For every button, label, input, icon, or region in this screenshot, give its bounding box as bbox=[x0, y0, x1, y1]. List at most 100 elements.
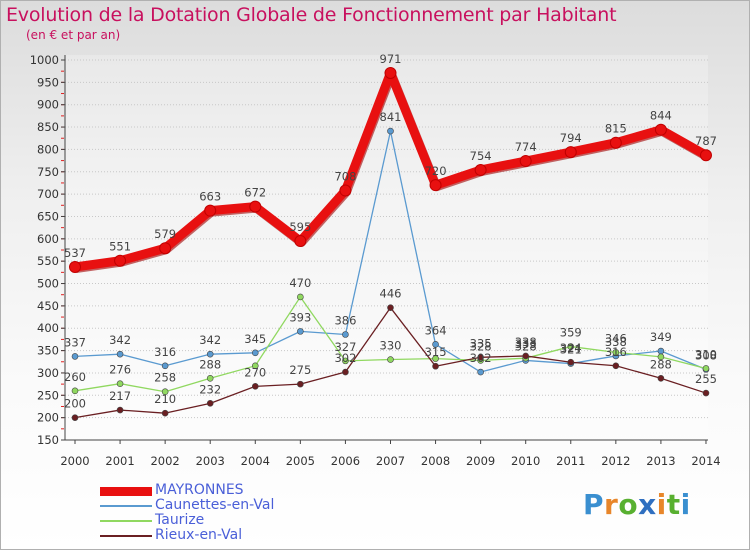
data-point-rieux-en-val bbox=[477, 353, 484, 361]
data-point-rieux-en-val bbox=[612, 362, 620, 370]
data-label: 258 bbox=[154, 371, 176, 385]
x-tick-label: 2004 bbox=[241, 454, 270, 468]
data-label: 794 bbox=[560, 131, 582, 145]
data-point-caunettes-en-val bbox=[161, 362, 169, 370]
x-tick-label: 2014 bbox=[691, 454, 720, 468]
data-point-caunettes-en-val bbox=[657, 347, 665, 355]
data-point-rieux-en-val bbox=[657, 375, 665, 382]
data-label: 333 bbox=[515, 337, 537, 351]
data-point-taurize bbox=[206, 375, 214, 382]
data-point-mayronnes bbox=[564, 146, 577, 159]
y-tick-label: 150 bbox=[37, 433, 59, 447]
x-tick-label: 2008 bbox=[421, 454, 450, 468]
data-label: 327 bbox=[334, 340, 356, 354]
data-label: 338 bbox=[605, 335, 627, 349]
data-label: 270 bbox=[244, 365, 266, 379]
data-label: 217 bbox=[109, 389, 131, 403]
x-tick-label: 2011 bbox=[556, 454, 585, 468]
y-tick-label: 550 bbox=[37, 254, 59, 268]
data-label: 321 bbox=[560, 343, 582, 357]
data-point-taurize bbox=[567, 343, 575, 350]
legend-label: Rieux-en-Val bbox=[155, 527, 243, 543]
data-label: 330 bbox=[380, 339, 402, 353]
data-label: 210 bbox=[154, 392, 176, 406]
data-label: 971 bbox=[380, 52, 402, 66]
data-point-taurize bbox=[297, 293, 304, 301]
data-label: 595 bbox=[289, 220, 311, 234]
y-tick-label: 400 bbox=[37, 321, 59, 335]
data-point-caunettes-en-val bbox=[297, 328, 304, 335]
data-point-taurize bbox=[251, 362, 259, 370]
legend-swatch bbox=[100, 535, 152, 537]
data-point-mayronnes bbox=[519, 155, 532, 168]
data-point-mayronnes bbox=[69, 260, 81, 273]
data-label: 815 bbox=[605, 122, 627, 136]
data-label: 328 bbox=[470, 339, 492, 353]
data-label: 470 bbox=[289, 276, 311, 290]
data-label: 708 bbox=[334, 170, 356, 184]
data-label: 302 bbox=[334, 351, 356, 365]
data-label: 200 bbox=[64, 397, 86, 411]
proxiti-logo: Proxiti bbox=[583, 488, 691, 521]
data-point-rieux-en-val bbox=[161, 409, 169, 417]
data-point-rieux-en-val bbox=[297, 380, 304, 388]
data-point-caunettes-en-val bbox=[206, 350, 214, 358]
data-label: 663 bbox=[199, 190, 221, 204]
data-label: 774 bbox=[515, 140, 537, 154]
data-point-taurize bbox=[387, 356, 394, 363]
data-label: 841 bbox=[380, 110, 402, 124]
data-point-caunettes-en-val bbox=[342, 331, 349, 338]
data-label: 260 bbox=[64, 370, 86, 384]
x-tick-label: 2002 bbox=[150, 454, 179, 468]
data-point-mayronnes bbox=[114, 254, 127, 267]
x-tick-label: 2013 bbox=[646, 454, 675, 468]
data-label: 275 bbox=[289, 363, 311, 377]
y-tick-label: 850 bbox=[37, 120, 59, 134]
data-point-mayronnes bbox=[654, 123, 667, 136]
y-tick-label: 300 bbox=[37, 366, 59, 380]
data-label: 276 bbox=[109, 363, 131, 377]
data-label: 337 bbox=[64, 335, 86, 349]
legend-swatch bbox=[100, 487, 152, 496]
data-point-rieux-en-val bbox=[567, 358, 575, 366]
legend-swatch bbox=[100, 505, 152, 507]
y-tick-label: 750 bbox=[37, 165, 59, 179]
data-label: 579 bbox=[154, 227, 176, 241]
data-point-rieux-en-val bbox=[702, 389, 710, 397]
data-point-taurize bbox=[116, 380, 124, 387]
data-label: 364 bbox=[425, 323, 447, 337]
data-label: 288 bbox=[650, 357, 672, 371]
chart-title: Evolution de la Dotation Globale de Fonc… bbox=[6, 4, 617, 26]
data-point-rieux-en-val bbox=[432, 362, 439, 370]
y-tick-label: 450 bbox=[37, 299, 59, 313]
y-tick-label: 500 bbox=[37, 277, 59, 291]
data-point-taurize bbox=[161, 388, 169, 396]
legend-label: Caunettes-en-Val bbox=[155, 497, 275, 513]
y-tick-label: 600 bbox=[37, 232, 59, 246]
data-point-caunettes-en-val bbox=[432, 341, 439, 348]
data-label: 338 bbox=[515, 335, 537, 349]
y-tick-label: 250 bbox=[37, 388, 59, 402]
data-point-mayronnes bbox=[294, 235, 307, 248]
data-label: 551 bbox=[109, 240, 131, 254]
data-point-taurize bbox=[702, 365, 710, 372]
x-tick-label: 2006 bbox=[331, 454, 360, 468]
data-label: 232 bbox=[199, 382, 221, 396]
data-point-taurize bbox=[71, 387, 79, 395]
data-point-mayronnes bbox=[204, 204, 217, 217]
data-label: 345 bbox=[244, 332, 266, 346]
data-point-caunettes-en-val bbox=[251, 349, 259, 357]
data-point-rieux-en-val bbox=[387, 304, 394, 311]
data-point-mayronnes bbox=[474, 163, 487, 176]
x-tick-label: 2010 bbox=[511, 454, 540, 468]
data-label: 359 bbox=[560, 326, 582, 340]
data-label: 720 bbox=[425, 164, 447, 178]
y-tick-label: 800 bbox=[37, 142, 59, 156]
data-point-mayronnes bbox=[609, 136, 622, 149]
x-tick-label: 2000 bbox=[60, 454, 89, 468]
data-point-mayronnes bbox=[339, 184, 352, 197]
data-label: 308 bbox=[695, 348, 717, 362]
legend-label: Taurize bbox=[155, 512, 205, 528]
data-label: 346 bbox=[605, 331, 627, 345]
